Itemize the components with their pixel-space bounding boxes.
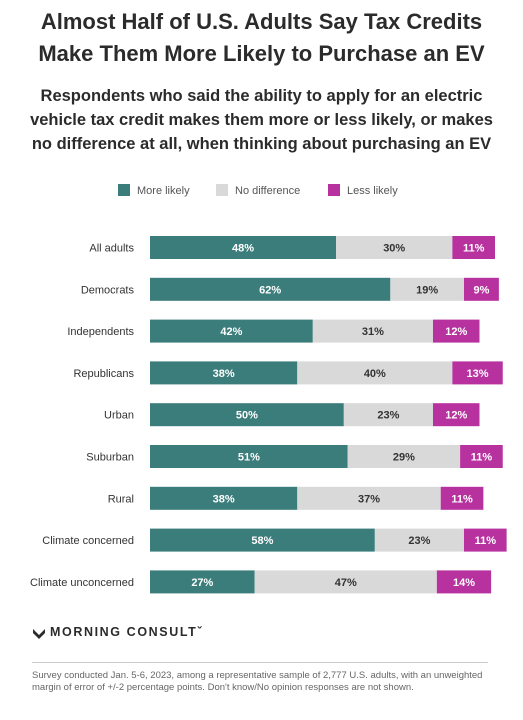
- data-label-more-likely: 38%: [213, 493, 235, 505]
- chart-title: Almost Half of U.S. Adults Say Tax Credi…: [0, 6, 523, 70]
- bar-more-likely: [150, 403, 344, 427]
- data-label-less-likely: 9%: [473, 284, 489, 296]
- category-label: Independents: [67, 326, 134, 338]
- bar-more-likely: [150, 528, 375, 552]
- data-label-less-likely: 12%: [445, 326, 467, 338]
- data-label-more-likely: 27%: [191, 577, 213, 589]
- data-label-less-likely: 11%: [471, 452, 493, 464]
- bar-less-likely: [436, 570, 492, 594]
- brand-name: MORNING CONSULTˇ: [50, 625, 204, 639]
- data-label-less-likely: 11%: [451, 493, 473, 505]
- bar-no-difference: [312, 319, 433, 343]
- legend-swatch-more-likely: [118, 184, 130, 196]
- category-label: Rural: [108, 493, 134, 505]
- bar-less-likely: [452, 361, 503, 385]
- category-label: Climate concerned: [42, 535, 134, 547]
- data-label-no-difference: 23%: [408, 535, 430, 547]
- data-label-more-likely: 42%: [220, 326, 242, 338]
- data-label-no-difference: 31%: [362, 326, 384, 338]
- bar-no-difference: [297, 486, 441, 510]
- stacked-bar-chart: All adults 48% 30% 11% Democrats 62% 19% 9% Inde…: [30, 236, 507, 594]
- legend-label-more-likely: More likely: [137, 185, 190, 197]
- legend-label-no-difference: No difference: [235, 185, 301, 197]
- data-label-more-likely: 50%: [236, 410, 258, 422]
- bar-no-difference: [374, 528, 464, 552]
- category-label: Climate unconcerned: [30, 577, 134, 589]
- data-label-more-likely: 51%: [238, 452, 260, 464]
- footer-divider: [32, 662, 488, 663]
- category-label: Democrats: [81, 284, 135, 296]
- data-label-no-difference: 19%: [416, 284, 438, 296]
- legend-label-less-likely: Less likely: [347, 185, 398, 197]
- legend-swatch-less-likely: [328, 184, 340, 196]
- chart-subtitle: Respondents who said the ability to appl…: [0, 84, 523, 156]
- bar-less-likely: [432, 319, 480, 343]
- bar-less-likely: [440, 486, 484, 510]
- bar-less-likely: [452, 236, 495, 259]
- bar-no-difference: [297, 361, 453, 385]
- morning-consult-logo-icon: [33, 629, 45, 639]
- bar-no-difference: [254, 570, 437, 594]
- chart-subtitle-line: no difference at all, when thinking abou…: [31, 135, 492, 153]
- chart-subtitle-line: vehicle tax credit makes them more or le…: [30, 111, 493, 129]
- bar-no-difference: [336, 236, 453, 259]
- data-label-more-likely: 58%: [251, 535, 273, 547]
- category-label: All adults: [89, 243, 134, 255]
- data-label-no-difference: 30%: [383, 243, 405, 255]
- bar-more-likely: [150, 445, 348, 468]
- legend-item-more-likely: More likely: [118, 183, 190, 199]
- bar-no-difference: [390, 277, 464, 301]
- data-label-less-likely: 11%: [463, 243, 485, 255]
- data-label-more-likely: 62%: [259, 284, 281, 296]
- data-label-no-difference: 40%: [364, 368, 386, 380]
- bar-more-likely: [150, 319, 313, 343]
- chart-title-line: Make Them More Likely to Purchase an EV: [38, 41, 485, 66]
- bar-less-likely: [460, 445, 503, 468]
- data-label-no-difference: 29%: [393, 452, 415, 464]
- bar-no-difference: [347, 445, 461, 468]
- category-label: Suburban: [86, 452, 134, 464]
- bar-less-likely: [463, 277, 499, 301]
- data-label-no-difference: 23%: [377, 410, 399, 422]
- legend-item-less-likely: Less likely: [328, 183, 398, 199]
- category-label: Republicans: [73, 368, 134, 380]
- footnote: Survey conducted Jan. 5-6, 2023, among a…: [32, 670, 483, 693]
- data-label-less-likely: 12%: [445, 410, 467, 422]
- chart-subtitle-line: Respondents who said the ability to appl…: [40, 87, 483, 105]
- bar-less-likely: [432, 403, 480, 427]
- data-label-less-likely: 14%: [453, 577, 475, 589]
- bar-more-likely: [150, 570, 255, 594]
- data-label-more-likely: 48%: [232, 243, 254, 255]
- chart-title-line: Almost Half of U.S. Adults Say Tax Credi…: [40, 9, 483, 34]
- legend: More likely No difference Less likely: [0, 183, 523, 199]
- bar-more-likely: [150, 361, 298, 385]
- legend-swatch-no-difference: [216, 184, 228, 196]
- bar-more-likely: [150, 486, 298, 510]
- legend-item-no-difference: No difference: [216, 183, 300, 199]
- bar-more-likely: [150, 277, 391, 301]
- data-label-no-difference: 37%: [358, 493, 380, 505]
- category-label: Urban: [104, 410, 134, 422]
- data-label-less-likely: 11%: [475, 535, 497, 547]
- data-label-less-likely: 13%: [467, 368, 489, 380]
- bar-no-difference: [343, 403, 433, 427]
- bar-more-likely: [150, 236, 337, 259]
- data-label-no-difference: 47%: [335, 577, 357, 589]
- bar-less-likely: [463, 528, 507, 552]
- data-label-more-likely: 38%: [213, 368, 235, 380]
